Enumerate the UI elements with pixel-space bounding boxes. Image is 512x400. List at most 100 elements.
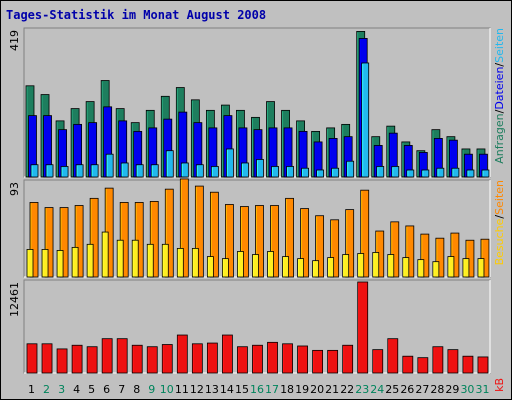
bar-besuche-22 bbox=[345, 209, 355, 278]
bar-besuche-seiten-31 bbox=[477, 258, 485, 278]
bar-kb-18 bbox=[282, 343, 293, 374]
bar-kb-4 bbox=[71, 344, 83, 374]
bar-besuche-seiten-1 bbox=[26, 249, 34, 278]
bar-kb-6 bbox=[101, 338, 113, 374]
bar-besuche-19 bbox=[300, 208, 309, 278]
x-label-28: 28 bbox=[430, 383, 444, 396]
bar-besuche-seiten-28 bbox=[432, 261, 440, 278]
bar-besuche-seiten-24 bbox=[372, 252, 380, 278]
x-label-23: 23 bbox=[355, 383, 369, 396]
bar-besuche-seiten-3 bbox=[56, 250, 64, 278]
bar-seiten-16 bbox=[256, 159, 264, 178]
bar-kb-22 bbox=[342, 344, 354, 374]
y-tick-bottom: 12461 bbox=[8, 282, 21, 317]
bar-kb-17 bbox=[267, 341, 278, 374]
bar-seiten-26 bbox=[406, 169, 415, 178]
bar-besuche-15 bbox=[240, 206, 249, 278]
bar-seiten-22 bbox=[346, 160, 355, 178]
bar-besuche-seiten-12 bbox=[191, 247, 199, 278]
bar-besuche-seiten-10 bbox=[161, 243, 169, 278]
bar-kb-19 bbox=[297, 345, 308, 374]
bar-kb-21 bbox=[327, 349, 339, 374]
bar-seiten-8 bbox=[135, 164, 144, 178]
x-label-12: 12 bbox=[190, 383, 204, 396]
bar-besuche-4 bbox=[74, 205, 84, 278]
bar-kb-9 bbox=[146, 346, 158, 374]
bar-kb-24 bbox=[372, 349, 384, 374]
bar-kb-15 bbox=[237, 346, 248, 374]
x-label-1: 1 bbox=[28, 383, 35, 396]
bar-seiten-27 bbox=[421, 169, 430, 178]
y-tick-middle: 93 bbox=[8, 182, 21, 196]
bar-seiten-1 bbox=[30, 164, 39, 178]
bar-kb-30 bbox=[462, 355, 474, 374]
bar-seiten-12 bbox=[195, 164, 204, 178]
bar-kb-14 bbox=[222, 334, 233, 374]
bar-kb-10 bbox=[161, 344, 173, 374]
bar-besuche-seiten-27 bbox=[417, 259, 425, 278]
bar-besuche-16 bbox=[255, 205, 264, 278]
x-label-10: 10 bbox=[160, 383, 174, 396]
bar-besuche-seiten-6 bbox=[101, 231, 109, 278]
bar-kb-23 bbox=[357, 281, 369, 374]
bar-besuche-seiten-29 bbox=[447, 256, 455, 278]
x-label-17: 17 bbox=[265, 383, 279, 396]
x-label-25: 25 bbox=[385, 383, 399, 396]
bar-seiten-25 bbox=[391, 166, 400, 178]
bar-seiten-14 bbox=[226, 148, 234, 178]
bar-besuche-28 bbox=[435, 237, 445, 278]
y-tick-top: 419 bbox=[8, 30, 21, 51]
x-label-2: 2 bbox=[43, 383, 50, 396]
bar-seiten-9 bbox=[150, 164, 159, 178]
x-label-21: 21 bbox=[325, 383, 339, 396]
bar-besuche-2 bbox=[44, 207, 54, 278]
legend-middle-part-0: Besuche bbox=[493, 218, 506, 265]
bar-kb-11 bbox=[176, 334, 188, 374]
bar-seiten-6 bbox=[105, 153, 114, 178]
bar-besuche-seiten-30 bbox=[462, 258, 470, 278]
bar-seiten-3 bbox=[60, 166, 69, 178]
bar-besuche-9 bbox=[149, 201, 159, 278]
bar-besuche-seiten-8 bbox=[131, 239, 139, 278]
bar-besuche-18 bbox=[285, 197, 294, 278]
x-label-30: 30 bbox=[460, 383, 474, 396]
bar-besuche-seiten-7 bbox=[116, 239, 124, 278]
bar-besuche-12 bbox=[194, 185, 204, 278]
bar-besuche-seiten-22 bbox=[342, 254, 350, 278]
legend-bottom-part-0: kB bbox=[493, 378, 506, 392]
bar-seiten-15 bbox=[241, 162, 249, 178]
x-label-9: 9 bbox=[148, 383, 155, 396]
legend-top-part-3: / bbox=[493, 63, 506, 67]
legend-top-part-2: Dateien bbox=[493, 67, 506, 110]
bar-besuche-27 bbox=[420, 233, 430, 278]
x-label-29: 29 bbox=[445, 383, 459, 396]
bar-kb-29 bbox=[447, 349, 459, 374]
x-label-26: 26 bbox=[400, 383, 414, 396]
bar-besuche-seiten-4 bbox=[71, 246, 79, 278]
bar-kb-3 bbox=[56, 348, 68, 374]
x-label-18: 18 bbox=[280, 383, 294, 396]
bar-seiten-4 bbox=[75, 164, 84, 178]
bar-kb-5 bbox=[86, 346, 98, 374]
bar-kb-27 bbox=[417, 357, 429, 374]
x-label-15: 15 bbox=[235, 383, 249, 396]
bar-besuche-seiten-20 bbox=[312, 260, 320, 278]
bar-seiten-24 bbox=[376, 166, 385, 178]
x-label-19: 19 bbox=[295, 383, 309, 396]
bar-besuche-seiten-18 bbox=[282, 256, 289, 278]
bar-besuche-seiten-15 bbox=[237, 251, 244, 278]
bar-besuche-23 bbox=[360, 189, 370, 278]
bar-seiten-31 bbox=[481, 169, 490, 178]
bar-kb-8 bbox=[131, 344, 143, 374]
x-label-24: 24 bbox=[370, 383, 384, 396]
bar-seiten-11 bbox=[180, 162, 189, 178]
x-label-7: 7 bbox=[118, 383, 125, 396]
x-label-22: 22 bbox=[340, 383, 354, 396]
bar-besuche-seiten-16 bbox=[252, 254, 259, 278]
bar-besuche-17 bbox=[270, 205, 279, 278]
chart-title: Tages-Statistik im Monat August 2008 bbox=[6, 8, 267, 22]
bar-kb-2 bbox=[41, 343, 53, 374]
bar-besuche-seiten-14 bbox=[222, 258, 229, 278]
bar-kb-1 bbox=[26, 343, 38, 374]
